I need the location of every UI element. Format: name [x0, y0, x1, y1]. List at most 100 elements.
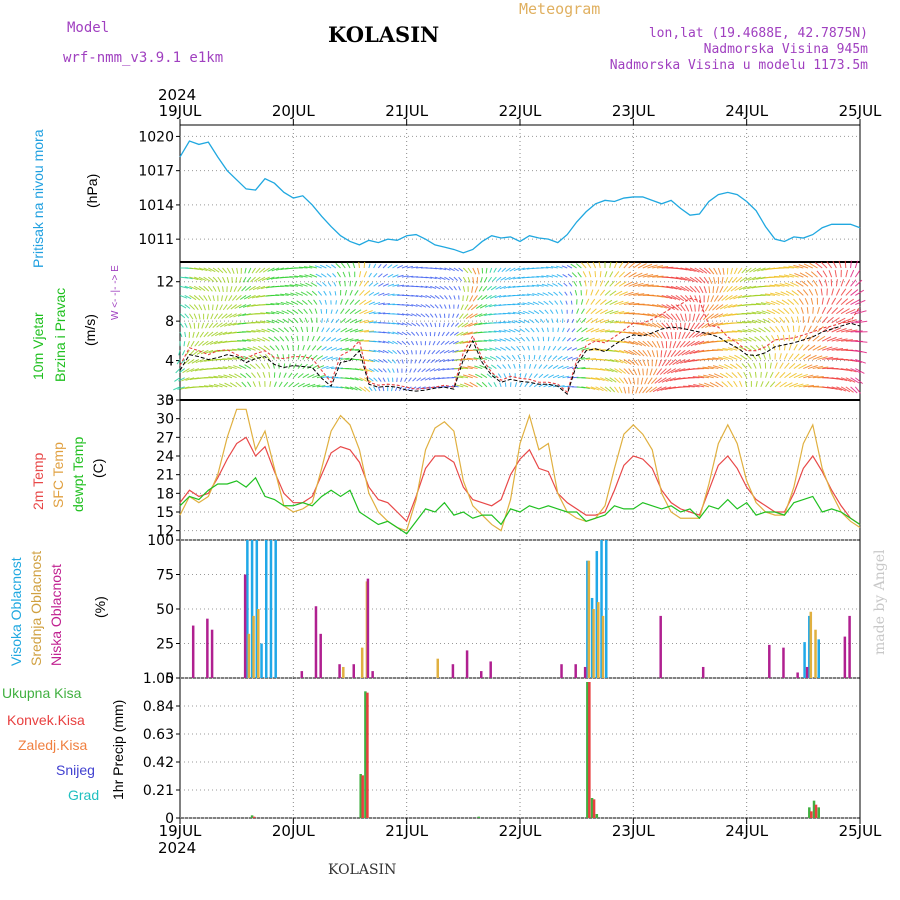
wind-arrow — [311, 335, 315, 342]
wind-arrow — [338, 280, 342, 287]
wind-arrow — [512, 311, 521, 315]
wind-arrow — [270, 276, 280, 280]
wind-arrow — [712, 357, 724, 360]
cloud-low-bar — [314, 606, 318, 678]
wind-arrow — [745, 354, 752, 360]
wind-arrow — [382, 377, 386, 382]
wind-arrow — [212, 295, 215, 302]
wind-arrow — [604, 299, 613, 305]
wind-arrow — [368, 291, 375, 296]
wind-arrow — [342, 271, 346, 278]
cloud-high-bar — [600, 540, 603, 678]
wind-arrow — [635, 386, 639, 394]
wind-arrow — [725, 295, 733, 301]
wind-arrow — [406, 322, 412, 327]
wind-arrow — [609, 280, 615, 287]
wind-arrow — [242, 304, 252, 308]
wind-arrow — [238, 304, 247, 309]
wind-arrow — [713, 373, 724, 379]
wind-arrow — [743, 371, 748, 378]
y-tick-label: 0.84 — [143, 699, 174, 715]
wind-arrow — [434, 322, 437, 328]
wind-arrow — [821, 336, 832, 342]
wind-arrow — [538, 354, 541, 360]
wind-arrow — [508, 328, 516, 333]
wind-arrow — [277, 319, 285, 324]
station-title: KOLASIN — [328, 22, 440, 47]
wind-arrow — [302, 344, 305, 351]
precip-total-bar — [595, 814, 599, 818]
wind-arrow — [378, 358, 384, 363]
wind-arrow — [401, 313, 409, 316]
wind-arrow — [509, 337, 516, 342]
wind-arrow — [543, 345, 546, 351]
wind-arrow — [788, 307, 795, 315]
wind-arrow — [312, 384, 321, 388]
wind-arrow — [802, 325, 806, 333]
wind-arrow — [637, 273, 648, 278]
wind-arrow — [719, 304, 729, 310]
wind-arrow — [448, 295, 452, 300]
cloud-mid-bar — [257, 609, 260, 678]
wind-arrow — [499, 338, 507, 342]
wind-arrow — [816, 270, 823, 278]
wind-arrow — [213, 375, 223, 379]
wind-arrow — [647, 331, 655, 338]
wind-arrow — [599, 271, 602, 278]
y-tick-label: 25 — [156, 637, 174, 653]
wind-arrow — [822, 356, 834, 360]
cloud-low-bar — [352, 664, 355, 678]
wind-arrow — [656, 386, 667, 392]
wind-arrow — [767, 317, 776, 324]
wind-arrow — [760, 302, 771, 306]
wind-arrow — [226, 267, 231, 274]
wind-arrow — [448, 285, 453, 291]
wind-arrow — [729, 363, 738, 369]
wind-arrow — [675, 295, 685, 302]
wind-arrow — [604, 330, 615, 333]
wind-arrow — [269, 345, 275, 351]
wind-arrow — [308, 308, 313, 314]
x-tick-label-top: 21JUL — [385, 102, 428, 120]
wind-arrow — [175, 368, 181, 374]
wind-arrow — [573, 281, 578, 287]
wind-arrow — [817, 335, 826, 342]
wind-arrow — [694, 322, 700, 330]
wind-arrow — [788, 382, 799, 388]
wind-arrow — [576, 327, 583, 333]
wind-arrow — [292, 309, 299, 315]
wind-arrow — [702, 366, 714, 370]
wind-arrow — [748, 276, 757, 281]
wind-arrow — [429, 313, 434, 318]
wind-arrow — [268, 336, 275, 342]
wind-arrow — [845, 269, 848, 278]
wind-arrow — [765, 301, 776, 306]
wind-arrow — [540, 318, 545, 324]
wind-arrow — [297, 354, 301, 360]
wind-arrow — [280, 293, 289, 296]
wind-arrow — [198, 313, 201, 320]
wind-arrow — [485, 267, 488, 274]
wind-arrow — [845, 279, 851, 287]
wind-arrow — [448, 276, 454, 281]
wind-arrow — [520, 336, 526, 342]
wind-arrow — [228, 322, 237, 327]
wind-arrow — [642, 313, 654, 317]
y-tick-label: 1011 — [138, 232, 174, 248]
wind-arrow — [444, 267, 451, 271]
wind-arrow — [484, 313, 492, 317]
wind-arrow — [715, 286, 719, 293]
wind-arrow — [801, 280, 809, 287]
wind-arrow — [363, 368, 373, 373]
wind-arrow — [571, 328, 576, 333]
wind-arrow — [656, 294, 668, 299]
wind-arrow — [838, 260, 842, 269]
wind-arrow — [359, 368, 369, 372]
wind-arrow — [656, 313, 666, 319]
wind-arrow — [647, 350, 652, 357]
wind-arrow — [571, 347, 578, 351]
wind-arrow — [310, 317, 313, 323]
wind-arrow — [238, 364, 247, 370]
wind-arrow — [516, 345, 521, 351]
wind-arrow — [537, 336, 540, 342]
